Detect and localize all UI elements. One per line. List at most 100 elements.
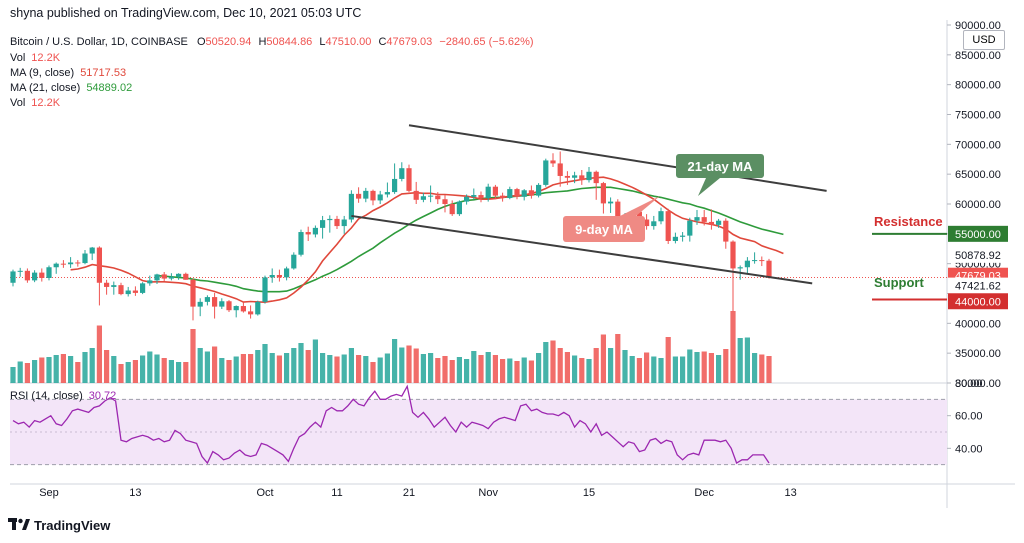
- candle-body: [456, 201, 462, 215]
- candle-body: [320, 220, 326, 228]
- candle-body: [557, 163, 563, 176]
- price-tick-label: 65000.00: [955, 169, 1001, 181]
- candle-body: [716, 220, 722, 225]
- candle-body: [543, 160, 549, 185]
- candle-body: [550, 160, 556, 164]
- volume-bar: [456, 357, 462, 383]
- candle-body: [406, 168, 412, 191]
- candle-body: [341, 219, 347, 227]
- volume-bar: [413, 348, 419, 383]
- candle-body: [269, 275, 275, 278]
- volume-bar: [629, 356, 635, 383]
- candle-body: [255, 301, 261, 315]
- price-tag-resistance-bg: [948, 225, 1008, 242]
- volume-bar: [550, 340, 556, 383]
- rsi-tick-label: 40.00: [955, 443, 983, 455]
- volume-bar: [478, 355, 484, 383]
- ma21-value: 54889.02: [86, 82, 133, 94]
- candle-body: [75, 262, 81, 264]
- rsi-legend[interactable]: RSI (14, close) 30.72: [10, 390, 117, 402]
- brand-name: TradingView: [34, 518, 111, 533]
- candle-body: [240, 306, 246, 312]
- volume-bar: [564, 352, 570, 383]
- volume-bar: [420, 354, 426, 383]
- candle-body: [608, 201, 614, 204]
- candle-body: [334, 218, 340, 227]
- legend-vol-row[interactable]: Vol 12.2K: [10, 52, 61, 64]
- volume-bar: [132, 360, 138, 383]
- candle-body: [147, 280, 153, 284]
- ma21-callout-text: 21-day MA: [687, 159, 753, 174]
- volume-bar: [557, 348, 563, 383]
- price-tag-50878-bg: [948, 246, 1008, 263]
- time-axis-label: 11: [331, 487, 342, 499]
- volume-bar: [68, 356, 74, 383]
- rsi-line: [12, 384, 770, 465]
- candle-body: [89, 247, 95, 254]
- candle-body: [420, 196, 426, 200]
- ma9-callout: [563, 196, 660, 242]
- volume-bar: [327, 355, 333, 383]
- resistance-label: Resistance: [874, 214, 943, 229]
- open-value: 50520.94: [205, 36, 252, 48]
- candle-body: [248, 311, 254, 315]
- candle-body: [564, 175, 570, 178]
- candle-body: [32, 272, 38, 281]
- candle-body: [708, 221, 714, 225]
- volume-bar: [600, 334, 606, 383]
- change-value: −2840.65 (−5.62%): [439, 36, 534, 48]
- volume-bar: [17, 361, 23, 383]
- price-tag-47421-bg: [948, 277, 1008, 294]
- candle-body: [449, 204, 455, 215]
- volume-bar: [60, 354, 66, 383]
- candle-body: [183, 273, 189, 280]
- volume-bar: [10, 367, 16, 383]
- volume-bar: [255, 350, 261, 383]
- candle-body: [363, 190, 369, 199]
- candle-body: [154, 274, 160, 281]
- candle-body: [485, 186, 491, 199]
- ma21-line: [156, 186, 784, 293]
- volume-bar: [672, 356, 678, 383]
- legend-vol2-row[interactable]: Vol 12.2K: [10, 97, 61, 109]
- volume-bar: [701, 351, 707, 383]
- time-axis-label: 21: [403, 487, 415, 499]
- close-value: 47679.03: [386, 36, 433, 48]
- volume-bar: [644, 352, 650, 383]
- volume-bar: [53, 355, 59, 383]
- currency-badge[interactable]: USD: [963, 30, 1005, 50]
- candle-body: [514, 189, 520, 197]
- vol-value: 12.2K: [31, 52, 61, 64]
- candle-body: [118, 285, 124, 295]
- volume-bar: [89, 348, 95, 383]
- candle-body: [759, 260, 765, 262]
- legend-ma21-row[interactable]: MA (21, close) 54889.02: [10, 82, 133, 94]
- trendline-lower: [351, 214, 813, 285]
- candle-body: [82, 253, 88, 264]
- volume-bar: [104, 350, 110, 383]
- candle-body: [46, 267, 52, 278]
- candle-body: [651, 221, 657, 227]
- volume-bar: [392, 339, 398, 383]
- ma9-callout-pointer: [620, 196, 660, 216]
- volume-bar: [665, 337, 671, 383]
- legend-ma9-row[interactable]: MA (9, close) 51717.53: [10, 67, 127, 79]
- price-tag-support: 44000.00: [955, 296, 1001, 308]
- price-tick-label: 90000.00: [955, 20, 1001, 32]
- volume-bar: [442, 356, 448, 383]
- symbol-name[interactable]: Bitcoin / U.S. Dollar, 1D, COINBASE: [10, 36, 188, 48]
- volume-bar: [111, 356, 117, 383]
- high-value: 50844.86: [266, 36, 313, 48]
- volume-bar: [716, 355, 722, 383]
- volume-bar: [32, 360, 38, 383]
- candle-body: [168, 276, 174, 279]
- volume-bar: [24, 363, 30, 383]
- candle-body: [658, 211, 664, 222]
- volume-bar: [687, 349, 693, 383]
- volume-bar: [384, 353, 390, 383]
- candle-body: [176, 273, 182, 277]
- candle-body: [579, 175, 585, 181]
- volume-bar: [536, 353, 542, 383]
- candle-body: [536, 184, 542, 196]
